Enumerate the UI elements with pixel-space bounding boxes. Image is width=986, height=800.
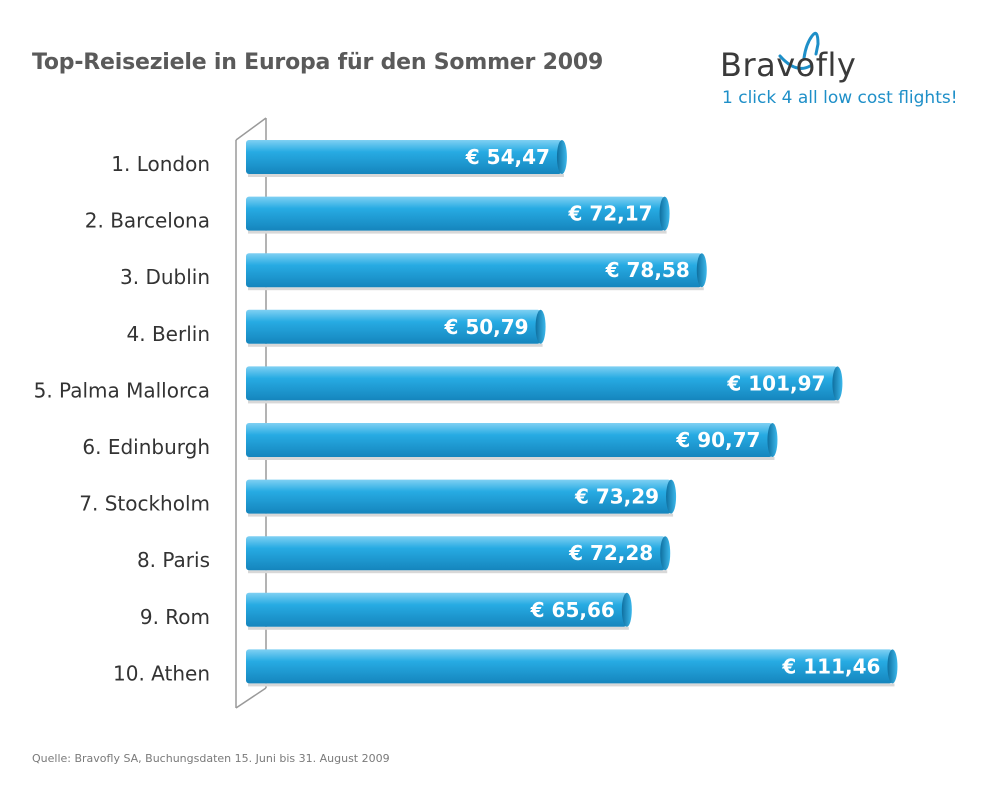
bar — [246, 140, 562, 174]
bar — [246, 423, 773, 457]
bar-end-cap — [621, 592, 632, 627]
category-label: 8. Paris — [137, 548, 210, 572]
data-label: € 73,29 — [574, 485, 659, 509]
bar-group: € 65,66 — [246, 592, 632, 630]
data-label: € 72,17 — [567, 202, 652, 226]
bar-shadow — [248, 457, 775, 460]
source-note: Quelle: Bravofly SA, Buchungsdaten 15. J… — [32, 752, 390, 765]
bar-group: € 54,47 — [246, 140, 567, 177]
bar-group: € 90,77 — [246, 423, 778, 460]
data-label: € 78,58 — [605, 258, 690, 282]
bar — [246, 196, 665, 231]
bar-group: € 72,17 — [246, 196, 670, 234]
category-label: 6. Edinburgh — [82, 435, 210, 459]
bar-shadow — [248, 626, 629, 630]
bar-group: € 111,46 — [246, 649, 898, 687]
bar-group: € 72,28 — [246, 536, 671, 574]
bar-shadow — [248, 513, 674, 517]
bar-end-cap — [666, 479, 677, 514]
category-label: 9. Rom — [140, 605, 210, 629]
bar-shadow — [248, 287, 704, 291]
logo-wordmark: Bravofly — [720, 46, 857, 84]
logo-swoosh-icon — [778, 31, 820, 70]
data-label: € 50,79 — [443, 315, 528, 339]
bar-shadow — [248, 174, 564, 177]
axis-bottom-edge — [235, 687, 267, 709]
bar — [246, 536, 666, 571]
category-label: 7. Stockholm — [79, 492, 210, 516]
bar-end-cap — [660, 536, 671, 571]
category-label: 3. Dublin — [120, 265, 210, 289]
chart-title: Top-Reiseziele in Europa für den Sommer … — [32, 50, 604, 75]
bar — [246, 479, 672, 514]
axis-top-edge — [235, 117, 267, 141]
bar-shadow — [248, 683, 895, 687]
bar-end-cap — [535, 309, 546, 344]
data-label: € 65,66 — [530, 598, 615, 622]
data-label: € 54,47 — [465, 145, 550, 169]
bar-group: € 73,29 — [246, 479, 677, 517]
bar — [246, 309, 541, 344]
bar — [246, 592, 627, 627]
data-label: € 72,28 — [568, 541, 653, 565]
logo-tagline: 1 click 4 all low cost flights! — [722, 88, 958, 108]
data-label: € 90,77 — [675, 428, 760, 452]
bar-group: € 78,58 — [246, 253, 707, 291]
category-label: 4. Berlin — [127, 322, 210, 346]
bar-end-cap — [696, 253, 707, 288]
bar-group: € 101,97 — [246, 366, 843, 404]
data-label: € 111,46 — [781, 654, 880, 678]
data-label: € 101,97 — [726, 371, 825, 395]
category-label: 10. Athen — [113, 661, 210, 685]
bar-shadow — [248, 570, 668, 574]
bar — [246, 253, 702, 288]
category-label: 2. Barcelona — [85, 209, 210, 233]
bar-end-cap — [887, 649, 898, 684]
bar-shadow — [248, 343, 543, 347]
bar-shadow — [248, 230, 667, 234]
bar-end-cap — [832, 366, 843, 401]
bar-end-cap — [556, 140, 567, 174]
bar — [246, 649, 893, 684]
bar-shadow — [248, 400, 840, 404]
bar-group: € 50,79 — [246, 309, 546, 347]
bar-end-cap — [659, 196, 670, 231]
bar-end-cap — [767, 423, 778, 457]
bravofly-logo: Bravofly 1 click 4 all low cost flights! — [700, 14, 980, 124]
category-label: 1. London — [111, 152, 210, 176]
bar — [246, 366, 838, 401]
bar-chart: 1. London 2. Barcelona 3. Dublin 4. Berlin 5… — [34, 117, 898, 709]
category-label: 5. Palma Mallorca — [34, 378, 210, 402]
